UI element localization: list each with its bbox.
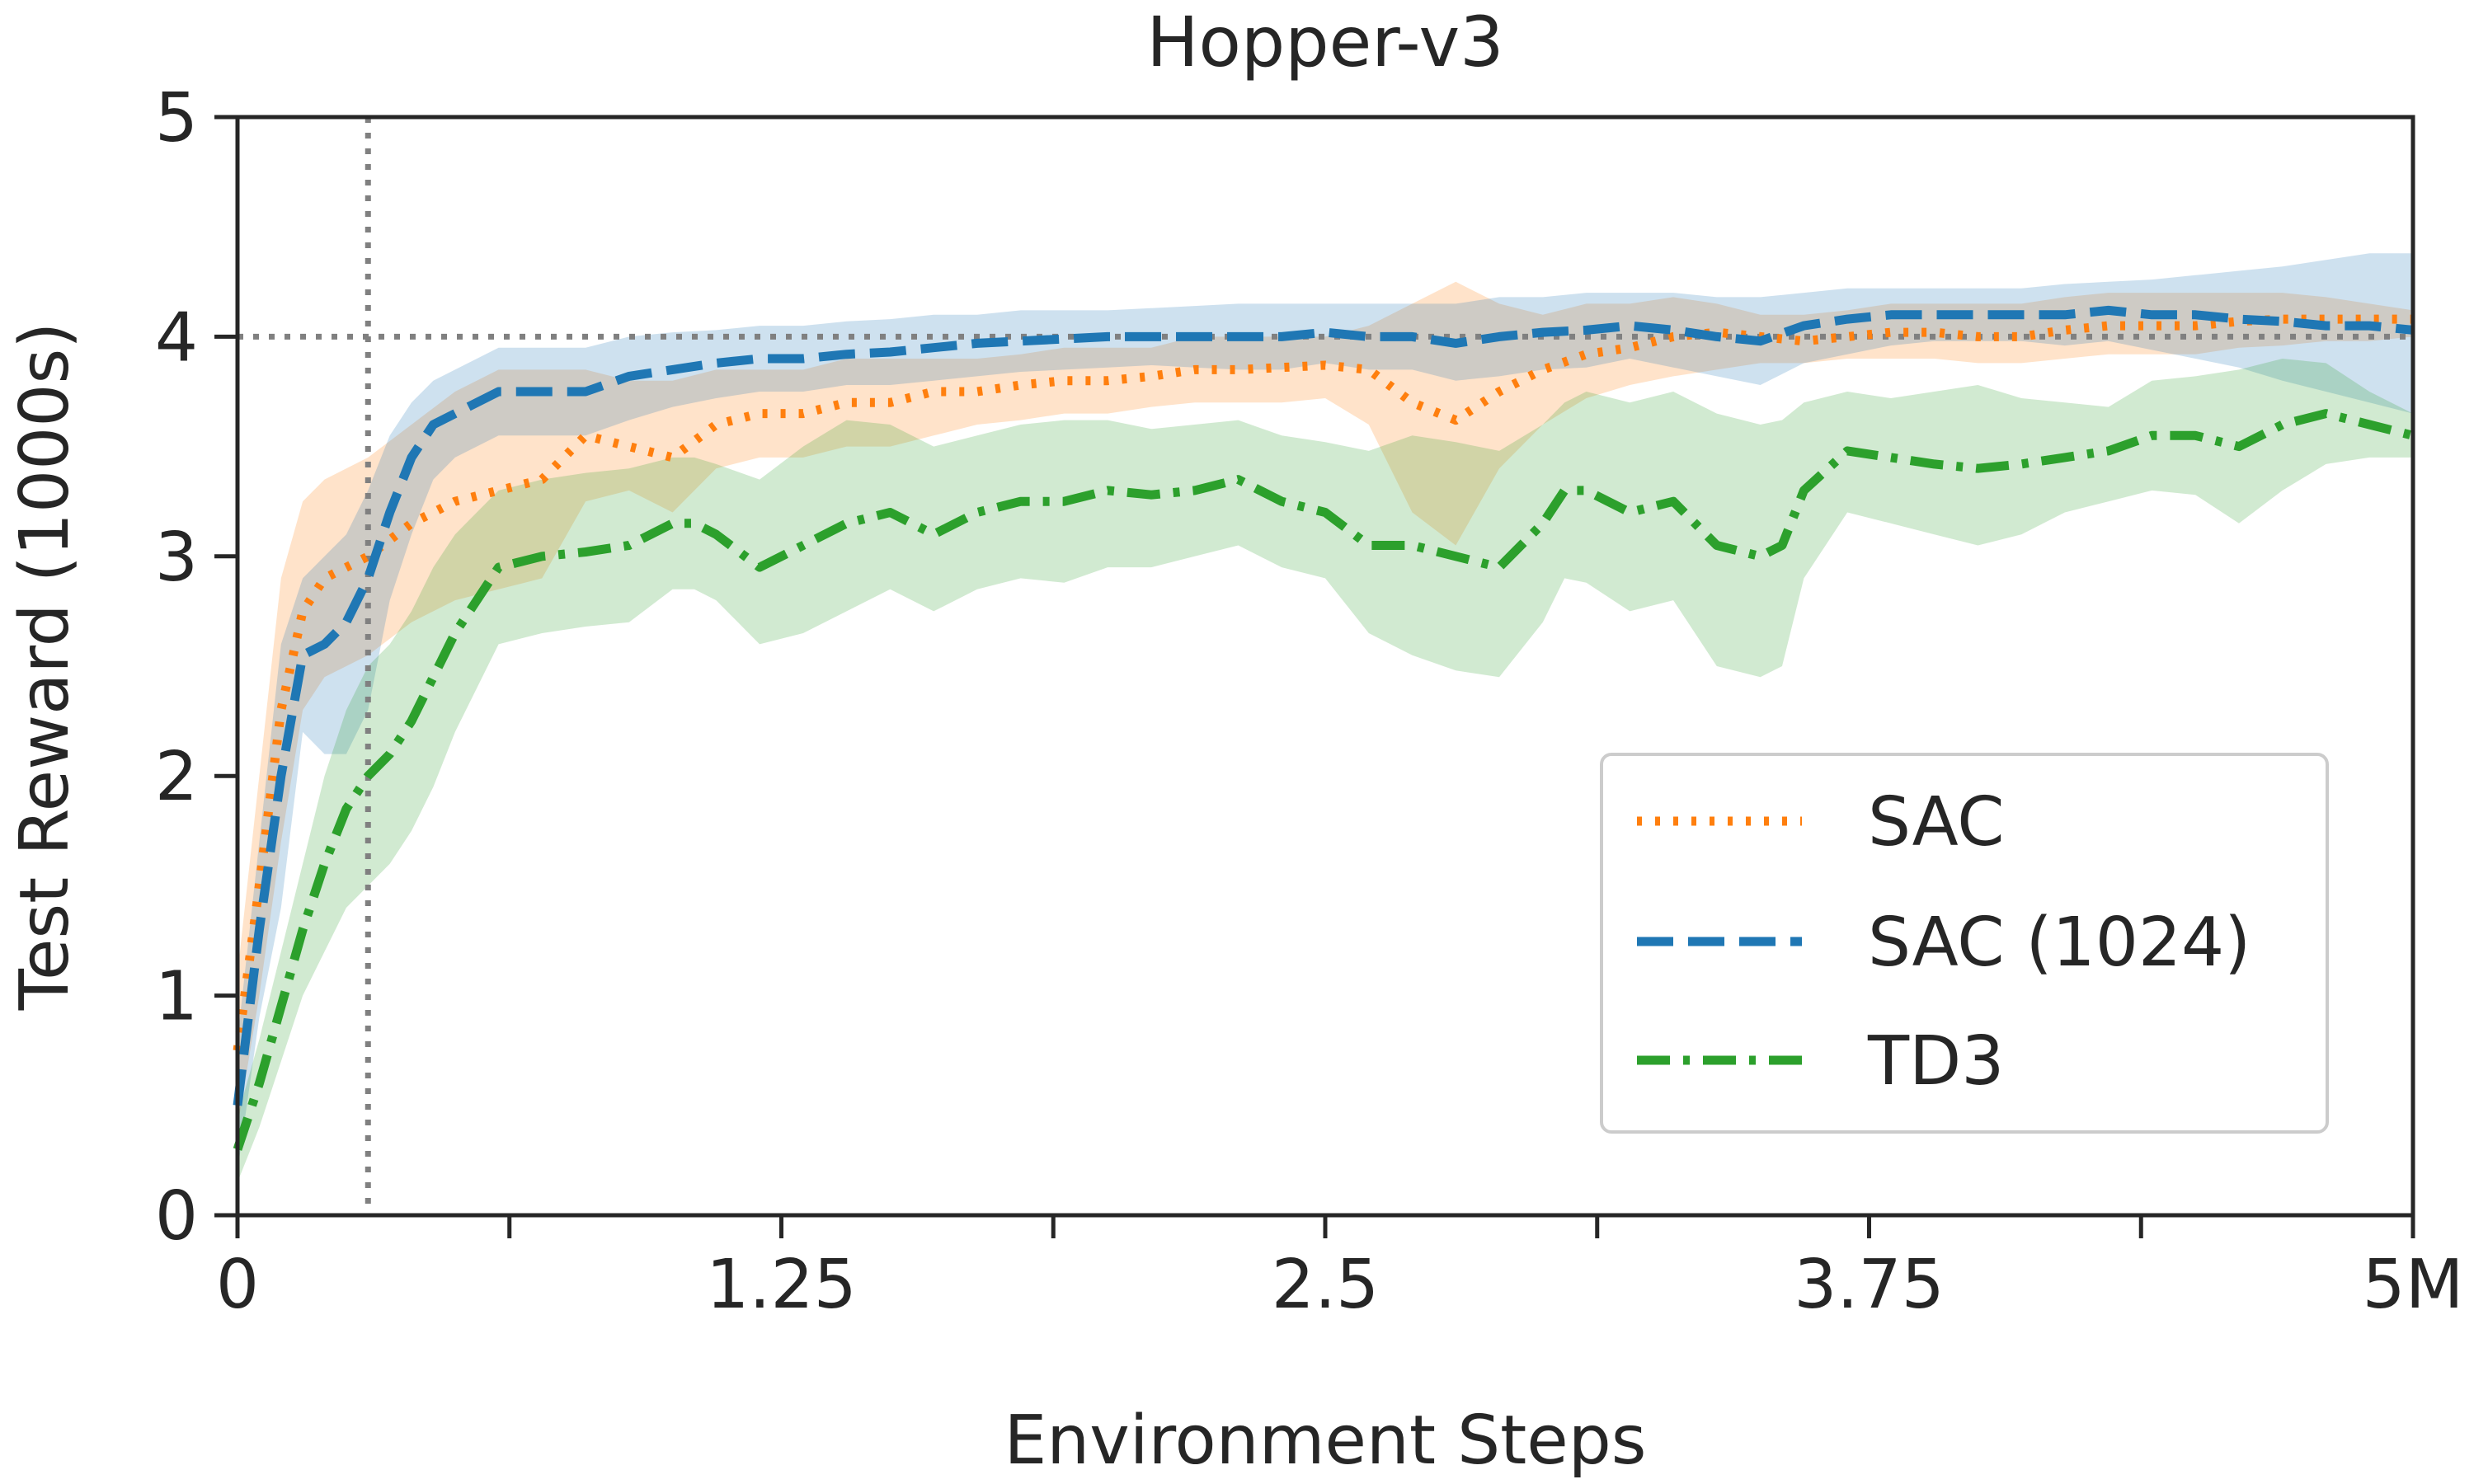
series-line-2 — [233, 409, 2415, 1151]
confidence-bands — [238, 253, 2413, 1182]
y-tick-label: 4 — [155, 298, 198, 377]
series-lines — [233, 305, 2415, 1151]
y-tick-label: 5 — [155, 79, 198, 157]
y-tick-label: 3 — [155, 519, 198, 597]
x-tick-label: 2.5 — [1272, 1246, 1379, 1324]
legend-frame — [1600, 753, 2329, 1134]
axis-ticks: 0 1.25 2.5 3.75 5M 0 1 2 3 4 5 — [155, 79, 2464, 1324]
legend-label-1: SAC (1024) — [1868, 904, 2251, 982]
y-tick-label: 1 — [155, 958, 198, 1036]
y-tick-label: 2 — [155, 738, 198, 816]
y-tick-label: 0 — [155, 1177, 198, 1256]
x-tick-label: 1.25 — [706, 1246, 857, 1324]
confidence-band-2 — [238, 359, 2413, 1182]
legend-label-2: TD3 — [1867, 1022, 2004, 1101]
confidence-band-1 — [238, 253, 2413, 1172]
x-tick-label: 0 — [216, 1246, 259, 1324]
y-axis-label: Test Reward (1000s) — [6, 322, 84, 1011]
x-tick-label: 3.75 — [1794, 1246, 1945, 1324]
legend-label-0: SAC — [1868, 783, 2004, 862]
x-tick-label: 5M — [2363, 1246, 2464, 1324]
legend: SAC SAC (1024) TD3 — [1600, 753, 2329, 1134]
legend-items: SAC SAC (1024) TD3 — [1637, 783, 2251, 1101]
series-line-0 — [233, 314, 2413, 1051]
reference-lines — [238, 117, 2413, 1215]
series-line-1 — [233, 305, 2414, 1106]
x-axis-label: Environment Steps — [1004, 1402, 1646, 1480]
chart-title: Hopper-v3 — [1146, 2, 1503, 82]
